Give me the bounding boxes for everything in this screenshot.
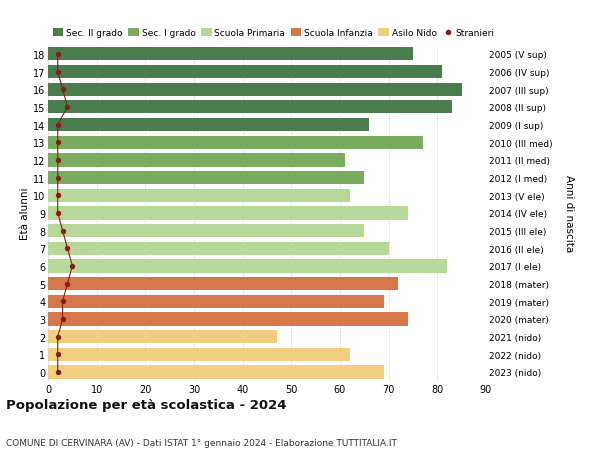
Bar <box>48 242 389 255</box>
Point <box>53 157 62 164</box>
Point <box>62 280 72 288</box>
Point <box>53 51 62 58</box>
Point <box>53 69 62 76</box>
Point <box>68 263 77 270</box>
Bar <box>48 136 423 150</box>
Bar <box>48 84 461 96</box>
Bar <box>48 48 413 62</box>
Point <box>53 351 62 358</box>
Bar <box>48 365 384 379</box>
Bar <box>48 277 398 291</box>
Point <box>53 139 62 146</box>
Point <box>53 192 62 200</box>
Y-axis label: Anni di nascita: Anni di nascita <box>563 175 574 252</box>
Point <box>58 298 67 305</box>
Bar <box>48 330 277 343</box>
Point <box>53 333 62 341</box>
Bar <box>48 207 408 220</box>
Y-axis label: Età alunni: Età alunni <box>20 187 30 240</box>
Point <box>62 104 72 111</box>
Bar <box>48 118 369 132</box>
Bar <box>48 224 364 238</box>
Point <box>58 227 67 235</box>
Point <box>53 369 62 376</box>
Point <box>53 210 62 217</box>
Point <box>58 316 67 323</box>
Point <box>53 174 62 182</box>
Bar <box>48 313 408 326</box>
Point <box>62 245 72 252</box>
Bar <box>48 295 384 308</box>
Text: COMUNE DI CERVINARA (AV) - Dati ISTAT 1° gennaio 2024 - Elaborazione TUTTITALIA.: COMUNE DI CERVINARA (AV) - Dati ISTAT 1°… <box>6 438 397 447</box>
Legend: Sec. II grado, Sec. I grado, Scuola Primaria, Scuola Infanzia, Asilo Nido, Stran: Sec. II grado, Sec. I grado, Scuola Prim… <box>53 29 495 38</box>
Bar <box>48 260 447 273</box>
Bar <box>48 172 364 185</box>
Point <box>58 86 67 94</box>
Bar <box>48 348 350 361</box>
Bar <box>48 189 350 202</box>
Bar <box>48 66 442 79</box>
Point <box>53 122 62 129</box>
Bar <box>48 154 345 167</box>
Text: Popolazione per età scolastica - 2024: Popolazione per età scolastica - 2024 <box>6 398 287 412</box>
Bar <box>48 101 452 114</box>
